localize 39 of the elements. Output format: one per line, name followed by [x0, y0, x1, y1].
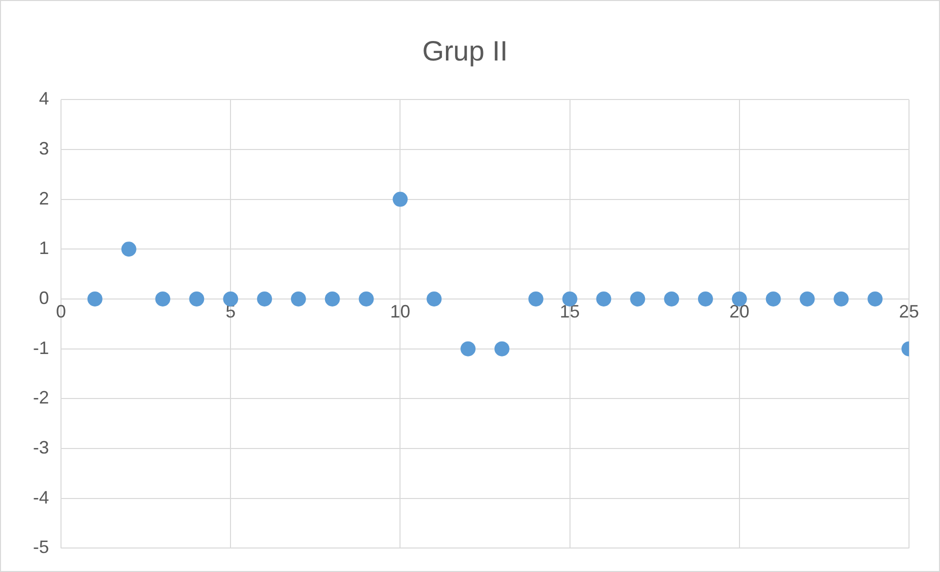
point	[800, 291, 815, 306]
y-tick-label: -1	[32, 338, 50, 358]
point	[664, 291, 680, 306]
y-tick-label: -2	[32, 388, 50, 408]
point	[155, 291, 170, 306]
point	[630, 291, 646, 306]
point	[834, 291, 849, 306]
x-tick-label: 0	[56, 302, 66, 322]
point	[87, 291, 102, 306]
point	[698, 291, 713, 306]
point	[392, 192, 408, 207]
y-tick-label: -3	[32, 437, 50, 458]
y-tick-label: 0	[38, 288, 50, 308]
y-tick-label: 4	[38, 88, 50, 109]
x-tick-label: 15	[560, 302, 580, 322]
x-tick-label: 25	[898, 302, 920, 322]
point	[290, 291, 306, 306]
point	[358, 291, 374, 306]
point	[596, 291, 612, 306]
x-tick-label: 20	[729, 302, 750, 322]
y-tick-label: -5	[32, 537, 50, 558]
point	[257, 291, 272, 306]
y-tick-label: 2	[38, 188, 50, 208]
point	[460, 341, 476, 356]
y-tick-label: 3	[38, 138, 50, 158]
point	[562, 291, 578, 306]
point	[766, 291, 781, 306]
point	[324, 291, 340, 306]
point	[189, 291, 204, 306]
x-tick-label: 10	[390, 302, 410, 322]
point	[426, 291, 442, 306]
point	[868, 291, 883, 306]
chart-title: Grup II	[422, 36, 508, 67]
point	[121, 242, 136, 257]
point	[494, 341, 510, 356]
y-tick-label: -4	[32, 487, 50, 508]
point	[223, 291, 238, 306]
y-tick-label: 1	[38, 238, 50, 258]
point	[528, 291, 544, 306]
